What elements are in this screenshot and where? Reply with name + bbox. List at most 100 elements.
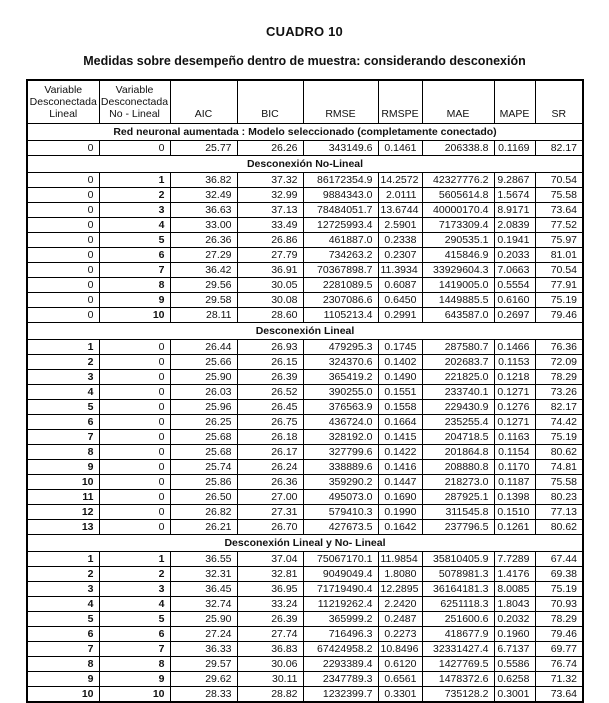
performance-measures-table: Variable Desconectada Lineal Variable Descon…	[26, 79, 584, 703]
cell-mae: 7173309.4	[421, 217, 495, 233]
cell-aic: 26.50	[169, 489, 238, 505]
cell-aic: 26.21	[169, 519, 238, 535]
column-header-sr: SR	[534, 79, 584, 124]
cell-bic: 26.15	[236, 354, 304, 370]
cell-aic: 36.55	[169, 551, 238, 567]
cell-rmse: 579410.3	[302, 504, 379, 520]
cell-rmse: 2347789.3	[302, 671, 379, 687]
cell-mae: 233740.1	[421, 384, 495, 400]
cell-var-desconectada-no-lineal: 9	[98, 671, 171, 687]
cell-rmse: 376563.9	[302, 399, 379, 415]
cell-rmse: 70367898.7	[302, 262, 379, 278]
cell-rmspe: 0.1745	[377, 339, 423, 355]
cell-aic: 36.42	[169, 262, 238, 278]
cell-mae: 201864.8	[421, 444, 495, 460]
cell-mae: 218273.0	[421, 474, 495, 490]
cell-aic: 28.33	[169, 686, 238, 703]
cell-rmspe: 13.6744	[377, 202, 423, 218]
cell-rmspe: 0.1664	[377, 414, 423, 430]
column-header-var-desconectada-lineal: Variable Desconectada Lineal	[26, 79, 100, 124]
cell-rmspe: 10.8496	[377, 641, 423, 657]
cell-rmse: 78484051.7	[302, 202, 379, 218]
cell-bic: 28.82	[236, 686, 304, 703]
table-row: 5 0 25.96 26.45 376563.9 0.1558 229430.9 0.1276…	[26, 399, 584, 415]
cell-var-desconectada-no-lineal: 7	[98, 641, 171, 657]
cell-var-desconectada-lineal: 3	[26, 581, 100, 597]
cell-mae: 415846.9	[421, 247, 495, 263]
cell-var-desconectada-no-lineal: 0	[98, 140, 171, 156]
cell-var-desconectada-lineal: 0	[26, 262, 100, 278]
column-header-line: Variable	[44, 84, 83, 96]
cell-sr: 82.17	[534, 399, 584, 415]
column-header-line: Variable	[115, 84, 154, 96]
cell-rmse: 75067170.1	[302, 551, 379, 567]
table-row: 7 7 36.33 36.83 67424958.2 10.8496 32331427.4 6…	[26, 641, 584, 657]
cell-mape: 0.6160	[493, 292, 536, 308]
cell-var-desconectada-lineal: 9	[26, 459, 100, 475]
cell-bic: 32.81	[236, 566, 304, 582]
cell-var-desconectada-no-lineal: 3	[98, 581, 171, 597]
cell-var-desconectada-lineal: 6	[26, 626, 100, 642]
cell-rmspe: 0.1415	[377, 429, 423, 445]
table-body: Red neuronal aumentada : Modelo seleccio…	[26, 123, 584, 703]
cell-rmspe: 0.1642	[377, 519, 423, 535]
cell-rmse: 328192.0	[302, 429, 379, 445]
cell-rmspe: 0.2991	[377, 307, 423, 323]
table-row: 9 9 29.62 30.11 2347789.3 0.6561 1478372.6 0.62…	[26, 671, 584, 687]
cell-aic: 32.31	[169, 566, 238, 582]
cell-mape: 8.0085	[493, 581, 536, 597]
cell-rmse: 1105213.4	[302, 307, 379, 323]
cell-mae: 5605614.8	[421, 187, 495, 203]
cell-mape: 0.3001	[493, 686, 536, 703]
table-row: 0 1 36.82 37.32 86172354.9 14.2572 42327776.2 9…	[26, 172, 584, 188]
cell-mae: 6251118.3	[421, 596, 495, 612]
table-row: 1 1 36.55 37.04 75067170.1 11.9854 35810405.9 7…	[26, 551, 584, 567]
cell-bic: 36.95	[236, 581, 304, 597]
cell-rmspe: 0.2307	[377, 247, 423, 263]
cell-aic: 25.68	[169, 444, 238, 460]
cell-bic: 30.11	[236, 671, 304, 687]
cell-aic: 36.45	[169, 581, 238, 597]
cell-var-desconectada-no-lineal: 0	[98, 444, 171, 460]
cell-rmspe: 0.1422	[377, 444, 423, 460]
table-row: 3 0 25.90 26.39 365419.2 0.1490 221825.0 0.1218…	[26, 369, 584, 385]
cell-sr: 73.64	[534, 202, 584, 218]
table-row: 9 0 25.74 26.24 338889.6 0.1416 208880.8 0.1170…	[26, 459, 584, 475]
cell-rmse: 338889.6	[302, 459, 379, 475]
cell-sr: 77.91	[534, 277, 584, 293]
cell-mae: 235255.4	[421, 414, 495, 430]
cell-rmse: 365419.2	[302, 369, 379, 385]
cell-rmspe: 12.2895	[377, 581, 423, 597]
cell-var-desconectada-lineal: 1	[26, 551, 100, 567]
cell-sr: 70.54	[534, 262, 584, 278]
page-subtitle: Medidas sobre desempeño dentro de muestr…	[83, 54, 526, 68]
header-row: Variable Desconectada Lineal Variable Descon…	[26, 79, 584, 124]
column-header-line: SR	[551, 108, 567, 120]
table-row: 10 10 28.33 28.82 1232399.7 0.3301 735128.2 0.3…	[26, 686, 584, 703]
cell-mae: 40000170.4	[421, 202, 495, 218]
cell-var-desconectada-lineal: 0	[26, 277, 100, 293]
cell-mae: 204718.5	[421, 429, 495, 445]
cell-bic: 26.93	[236, 339, 304, 355]
cell-mae: 237796.5	[421, 519, 495, 535]
cell-mae: 251600.6	[421, 611, 495, 627]
cell-mae: 36164181.3	[421, 581, 495, 597]
column-header-line: Lineal	[49, 108, 78, 120]
cell-rmspe: 0.1416	[377, 459, 423, 475]
cell-bic: 27.79	[236, 247, 304, 263]
cell-var-desconectada-lineal: 0	[26, 307, 100, 323]
cell-mae: 311545.8	[421, 504, 495, 520]
cell-mape: 1.5674	[493, 187, 536, 203]
cell-var-desconectada-no-lineal: 0	[98, 429, 171, 445]
cell-bic: 33.49	[236, 217, 304, 233]
cell-aic: 26.25	[169, 414, 238, 430]
cell-aic: 25.77	[169, 140, 238, 156]
cell-sr: 75.58	[534, 187, 584, 203]
cell-var-desconectada-no-lineal: 4	[98, 596, 171, 612]
cell-bic: 30.08	[236, 292, 304, 308]
cell-mape: 0.1960	[493, 626, 536, 642]
cell-sr: 72.09	[534, 354, 584, 370]
cell-rmspe: 0.2338	[377, 232, 423, 248]
section-header-label: Red neuronal aumentada : Modelo seleccio…	[26, 123, 584, 141]
cell-aic: 32.49	[169, 187, 238, 203]
